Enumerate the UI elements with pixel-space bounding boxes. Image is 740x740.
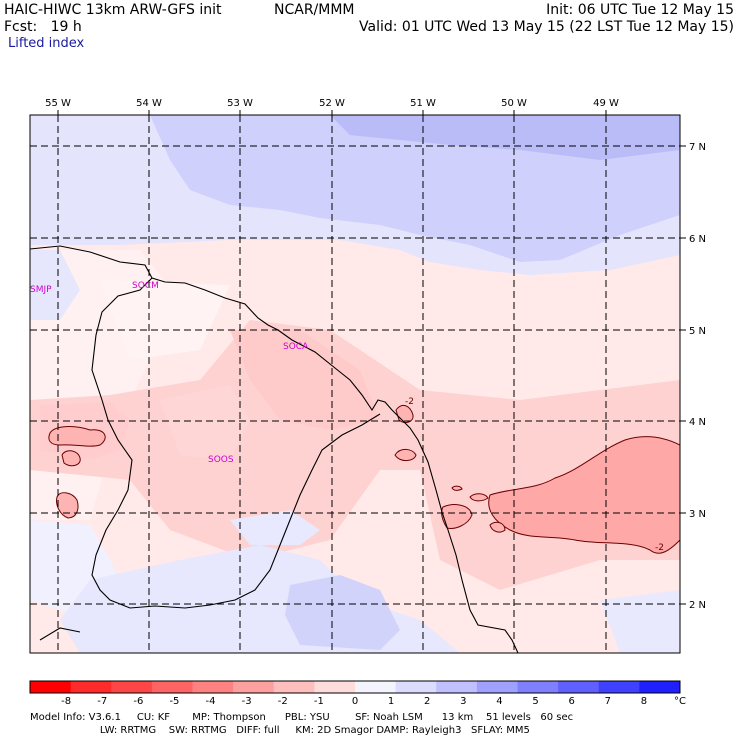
lon-label-50w: 50 W bbox=[501, 98, 527, 109]
colorbar-tick-label: -3 bbox=[241, 696, 252, 707]
lat-label-6n: 6 N bbox=[689, 234, 706, 245]
footer-model-info: Model Info: V3.6.1 CU: KF MP: Thompson P… bbox=[30, 712, 574, 723]
valid-time: Valid: 01 UTC Wed 13 May 15 (22 LST Tue … bbox=[359, 19, 734, 35]
colorbar-tick-label: 6 bbox=[568, 696, 575, 707]
colorbar-segment bbox=[273, 681, 315, 693]
colorbar-tick-label: 1 bbox=[387, 696, 395, 707]
lat-label-5n: 5 N bbox=[689, 326, 706, 337]
colorbar-tick-label: -8 bbox=[61, 696, 72, 707]
forecast-hour: Fcst: 19 h bbox=[4, 19, 82, 35]
org-label: NCAR/MMM bbox=[274, 2, 355, 18]
colorbar-tick-label: 5 bbox=[532, 696, 539, 707]
station-socm: SOCM bbox=[132, 281, 159, 291]
colorbar-tick-label: -6 bbox=[133, 696, 144, 707]
colorbar-tick-label: 8 bbox=[640, 696, 648, 707]
lon-label-51w: 51 W bbox=[410, 98, 436, 109]
lifted-index-field bbox=[30, 115, 680, 653]
colorbar-segment bbox=[70, 681, 112, 693]
lon-label-52w: 52 W bbox=[319, 98, 345, 109]
init-time: Init: 06 UTC Tue 12 May 15 bbox=[546, 2, 734, 18]
map-frame bbox=[29, 114, 681, 654]
colorbar-segment bbox=[151, 681, 193, 693]
field-name: Lifted index bbox=[8, 36, 85, 51]
lon-label-55w: 55 W bbox=[45, 98, 71, 109]
lon-label-54w: 54 W bbox=[136, 98, 162, 109]
contour-label: -2 bbox=[655, 543, 664, 553]
colorbar-segment bbox=[558, 681, 600, 693]
contour-label: -2 bbox=[405, 397, 414, 407]
colorbar-segment bbox=[639, 681, 681, 693]
colorbar-tick-label: 3 bbox=[460, 696, 467, 707]
colorbar-segment bbox=[598, 681, 640, 693]
colorbar-segment bbox=[30, 681, 72, 693]
colorbar-segment bbox=[355, 681, 397, 693]
colorbar-segment bbox=[436, 681, 478, 693]
colorbar-segment bbox=[192, 681, 234, 693]
colorbar-tick-label: -1 bbox=[313, 696, 324, 707]
lat-label-2n: 2 N bbox=[689, 600, 706, 611]
lat-lon-grid bbox=[30, 115, 680, 653]
colorbar-unit: °C bbox=[674, 696, 686, 707]
colorbar-segment bbox=[517, 681, 559, 693]
station-soca: SOCA bbox=[283, 342, 309, 352]
colorbar-segment bbox=[233, 681, 275, 693]
lon-label-49w: 49 W bbox=[593, 98, 619, 109]
colorbar-tick-label: -2 bbox=[277, 696, 288, 707]
colorbar bbox=[30, 681, 681, 693]
colorbar-tick-label: -7 bbox=[97, 696, 108, 707]
colorbar-segment bbox=[476, 681, 518, 693]
colorbar-tick-label: -5 bbox=[169, 696, 180, 707]
colorbar-tick-label: 4 bbox=[496, 696, 503, 707]
station-soos: SOOS bbox=[208, 455, 234, 465]
footer-physics-info: LW: RRTMG SW: RRTMG DIFF: full KM: 2D Sm… bbox=[30, 725, 530, 736]
colorbar-tick-label: 7 bbox=[604, 696, 611, 707]
colorbar-frame bbox=[29, 680, 681, 694]
lat-label-7n: 7 N bbox=[689, 142, 706, 153]
station-smjp: SMJP bbox=[30, 285, 52, 295]
lon-label-53w: 53 W bbox=[227, 98, 253, 109]
lat-label-3n: 3 N bbox=[689, 509, 706, 520]
colorbar-tick-label: 0 bbox=[351, 696, 359, 707]
model-title: HAIC-HIWC 13km ARW-GFS init bbox=[4, 2, 222, 18]
colorbar-segment bbox=[314, 681, 356, 693]
colorbar-tick-label: 2 bbox=[424, 696, 431, 707]
lat-label-4n: 4 N bbox=[689, 417, 706, 428]
colorbar-segment bbox=[111, 681, 153, 693]
colorbar-tick-label: -4 bbox=[205, 696, 216, 707]
colorbar-segment bbox=[395, 681, 437, 693]
